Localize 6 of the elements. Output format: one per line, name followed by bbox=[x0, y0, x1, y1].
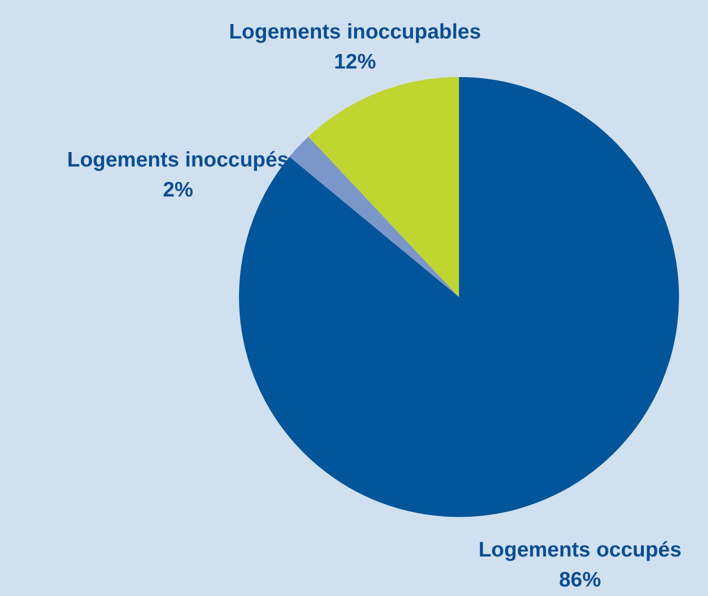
slice-label: Logements inoccupés bbox=[67, 148, 289, 172]
data-label: 86% bbox=[558, 568, 602, 592]
data-label: 2% bbox=[162, 178, 194, 202]
slice-label: Logements inoccupables bbox=[228, 20, 482, 44]
slice-label: Logements occupés bbox=[478, 538, 682, 562]
data-label: 12% bbox=[334, 50, 376, 74]
